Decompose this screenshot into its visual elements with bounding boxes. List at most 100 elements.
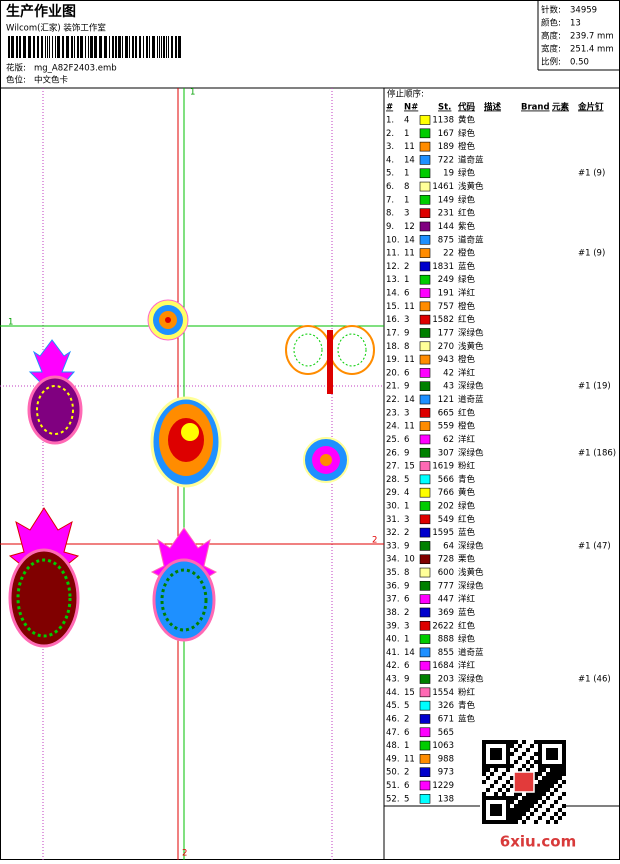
qr-module (498, 796, 502, 800)
row-number: 26. (386, 448, 400, 458)
needle: 6 (404, 289, 409, 299)
qr-module (498, 752, 502, 756)
qr-module (562, 740, 566, 744)
stitches: 64 (443, 541, 454, 551)
qr-module (530, 796, 534, 800)
needle: 2 (404, 714, 409, 724)
description: 洋红 (458, 367, 476, 378)
color-swatch (419, 594, 431, 604)
barcode (8, 36, 181, 58)
color-swatch (419, 647, 431, 658)
qr-module (554, 800, 558, 804)
stitches: 144 (438, 222, 454, 232)
stitches: 203 (438, 675, 454, 685)
needle: 3 (404, 315, 409, 325)
needle: 14 (404, 155, 415, 165)
barcode-bar (99, 36, 102, 58)
description: 红色 (458, 514, 476, 525)
qr-module (526, 768, 530, 772)
qr-module (514, 760, 518, 764)
qr-module (554, 752, 558, 756)
qr-module (546, 752, 550, 756)
qr-module (510, 800, 514, 804)
needle: 9 (404, 448, 409, 458)
stitches: 565 (438, 728, 454, 738)
column-header: N# (404, 103, 418, 113)
description: 道奇蓝 (458, 647, 484, 658)
qr-module (562, 764, 566, 768)
description: 深绿色 (458, 674, 484, 685)
needle: 6 (404, 781, 409, 791)
needle: 9 (404, 541, 409, 551)
qr-module (554, 788, 558, 792)
needle: 5 (404, 794, 409, 804)
qr-module (482, 744, 486, 748)
color-swatch (419, 474, 431, 485)
qr-module (522, 752, 526, 756)
qr-module (494, 752, 498, 756)
qr-module (538, 744, 542, 748)
element: #1 (46) (578, 675, 611, 685)
qr-module (546, 784, 550, 788)
qr-module (510, 764, 514, 768)
needle: 12 (404, 222, 415, 232)
qr-module (542, 764, 546, 768)
marker: 2 (372, 536, 377, 546)
color-swatch (419, 354, 431, 365)
qr-module (502, 772, 506, 776)
qr-module (494, 764, 498, 768)
qr-module (554, 764, 558, 768)
color-swatch (419, 581, 431, 591)
description: 红色 (458, 314, 476, 325)
qr-module (526, 808, 530, 812)
barcode-bar (90, 36, 93, 58)
watermark: 6xiu.com (500, 833, 576, 851)
element: #1 (186) (578, 448, 616, 458)
description: 蓝色 (458, 527, 476, 538)
color-swatch (419, 740, 431, 751)
qr-module (530, 804, 534, 808)
barcode-bar (52, 36, 53, 58)
qr-module (498, 808, 502, 812)
qr-module (550, 780, 554, 784)
barcode-bar (146, 36, 148, 58)
row-number: 32. (386, 528, 400, 538)
stitches: 138 (438, 794, 454, 804)
needle: 14 (404, 648, 415, 658)
color-swatch (419, 434, 431, 445)
row-number: 4. (386, 155, 394, 165)
stitches: 600 (438, 568, 454, 578)
color-swatch (419, 794, 431, 804)
qr-module (490, 784, 494, 788)
color-swatch (419, 208, 431, 218)
needle: 11 (404, 142, 415, 152)
qr-module (546, 788, 550, 792)
qr-module (526, 796, 530, 800)
palette-label: 色位: (6, 75, 26, 86)
qr-module (494, 812, 498, 816)
stitches: 149 (438, 195, 454, 205)
color-swatch (419, 234, 431, 245)
description: 浅黄色 (458, 181, 484, 192)
needle: 2 (404, 262, 409, 272)
row-number: 15. (386, 302, 400, 312)
qr-module (550, 740, 554, 744)
description: 道奇蓝 (458, 234, 484, 245)
qr-module (522, 800, 526, 804)
needle: 2 (404, 608, 409, 618)
qr-module (494, 756, 498, 760)
needle: 1 (404, 635, 409, 645)
barcode-bar (77, 36, 79, 58)
qr-code (480, 738, 566, 824)
row-number: 14. (386, 289, 400, 299)
design-canvas: 1 1 2 2 (0, 88, 384, 860)
color-swatch (419, 727, 431, 738)
color-swatch (419, 620, 431, 631)
stitches: 888 (438, 635, 454, 645)
barcode-bar (152, 36, 155, 58)
qr-module (558, 740, 562, 744)
design-label: 花版: (6, 63, 26, 74)
qr-module (526, 760, 530, 764)
column-header: St. (438, 103, 451, 113)
